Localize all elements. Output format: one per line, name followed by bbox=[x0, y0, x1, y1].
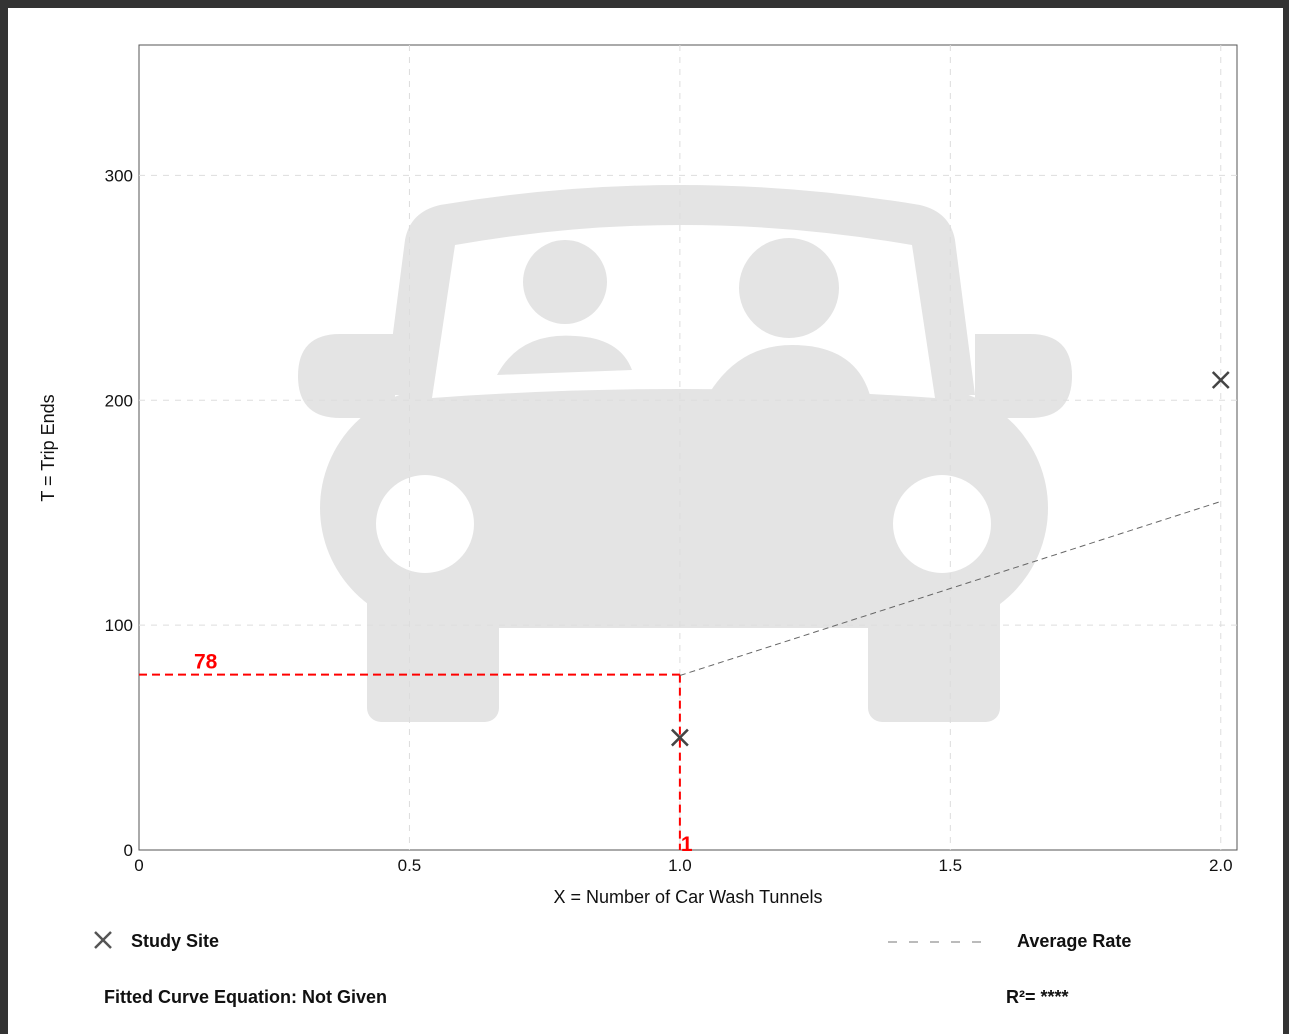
x-axis-label: X = Number of Car Wash Tunnels bbox=[554, 887, 823, 907]
grid bbox=[139, 45, 1237, 850]
average-rate-line bbox=[679, 500, 1221, 676]
x-tick-label: 0.5 bbox=[398, 856, 422, 875]
annotation-x-label: 1 bbox=[681, 833, 693, 856]
y-tick-label: 200 bbox=[105, 391, 133, 410]
study-site-point bbox=[1211, 371, 1230, 389]
plot-area bbox=[138, 44, 1238, 851]
study-site-legend-label: Study Site bbox=[131, 931, 220, 951]
average-rate-legend-icon bbox=[888, 941, 988, 943]
y-tick-label: 100 bbox=[105, 616, 133, 635]
x-tick-label: 1.5 bbox=[939, 856, 963, 875]
study-site-points bbox=[671, 371, 1230, 747]
fitted-curve-equation: Fitted Curve Equation: Not Given bbox=[104, 987, 388, 1007]
y-axis: 0 100 200 300 bbox=[105, 166, 133, 860]
x-axis: 0 0.5 1.0 1.5 2.0 bbox=[134, 856, 1232, 875]
x-tick-label: 2.0 bbox=[1209, 856, 1233, 875]
car-windshield bbox=[376, 225, 991, 573]
rate-annotation: 78 1 bbox=[139, 651, 693, 856]
study-site-point bbox=[671, 728, 689, 747]
y-tick-label: 300 bbox=[105, 166, 133, 185]
study-site-marker-stroke bbox=[1211, 371, 1230, 389]
r-squared-value: R²= **** bbox=[1006, 987, 1069, 1007]
y-tick-label: 0 bbox=[124, 841, 133, 860]
x-tick-label: 0 bbox=[134, 856, 143, 875]
average-rate-segment bbox=[679, 500, 1221, 676]
x-tick-label: 1.0 bbox=[668, 856, 692, 875]
y-axis-label: T = Trip Ends bbox=[38, 394, 58, 501]
study-site-marker-stroke bbox=[671, 728, 689, 747]
annotation-y-label: 78 bbox=[194, 651, 218, 674]
study-site-legend-icon bbox=[94, 931, 112, 949]
average-rate-legend-label: Average Rate bbox=[1017, 931, 1132, 951]
